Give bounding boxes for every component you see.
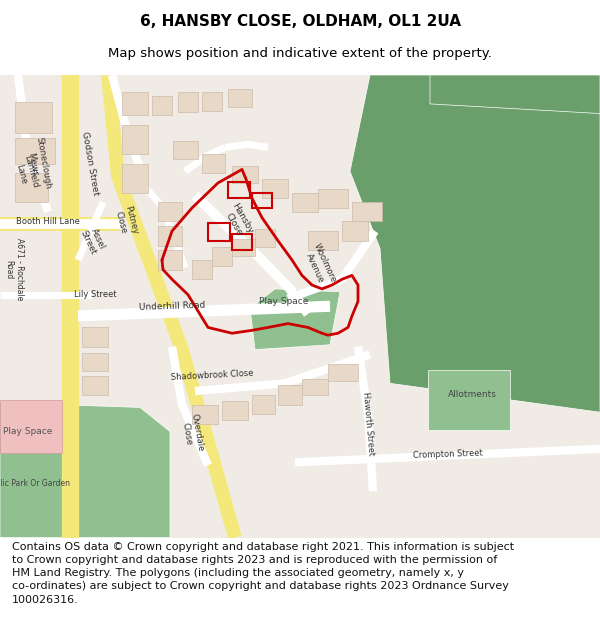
Polygon shape bbox=[212, 246, 232, 266]
Text: Allotments: Allotments bbox=[448, 391, 496, 399]
Polygon shape bbox=[82, 352, 108, 371]
Polygon shape bbox=[202, 154, 225, 173]
Polygon shape bbox=[15, 173, 48, 203]
Text: Shadowbrook Close: Shadowbrook Close bbox=[170, 369, 253, 382]
Polygon shape bbox=[302, 379, 328, 395]
Polygon shape bbox=[158, 226, 182, 246]
Polygon shape bbox=[255, 229, 275, 246]
Polygon shape bbox=[0, 402, 170, 538]
Polygon shape bbox=[202, 92, 222, 111]
Polygon shape bbox=[328, 364, 358, 381]
Text: Woolmore
Avenue: Woolmore Avenue bbox=[302, 242, 338, 289]
Polygon shape bbox=[250, 289, 340, 349]
Polygon shape bbox=[228, 89, 252, 107]
Polygon shape bbox=[308, 231, 338, 251]
Polygon shape bbox=[158, 251, 182, 269]
Text: Booth Hill Lane: Booth Hill Lane bbox=[16, 217, 80, 226]
Polygon shape bbox=[430, 75, 600, 114]
Polygon shape bbox=[252, 395, 275, 414]
Text: Godson Street: Godson Street bbox=[80, 131, 100, 196]
Polygon shape bbox=[292, 192, 318, 212]
Bar bbox=[428, 370, 510, 429]
Text: Contains OS data © Crown copyright and database right 2021. This information is : Contains OS data © Crown copyright and d… bbox=[12, 542, 514, 604]
Polygon shape bbox=[82, 376, 108, 395]
Bar bbox=[208, 223, 230, 241]
Polygon shape bbox=[352, 202, 382, 221]
Text: Lily Street: Lily Street bbox=[74, 290, 116, 299]
Polygon shape bbox=[318, 189, 348, 208]
Text: Underhill Road: Underhill Road bbox=[139, 301, 205, 312]
Polygon shape bbox=[350, 75, 600, 412]
Text: Map shows position and indicative extent of the property.: Map shows position and indicative extent… bbox=[108, 48, 492, 61]
Polygon shape bbox=[232, 166, 258, 183]
Text: Hansby
Close: Hansby Close bbox=[221, 202, 255, 241]
Polygon shape bbox=[122, 92, 148, 116]
Polygon shape bbox=[278, 385, 302, 404]
Polygon shape bbox=[82, 328, 108, 347]
Bar bbox=[62, 75, 78, 538]
Polygon shape bbox=[192, 404, 218, 424]
Bar bbox=[232, 234, 252, 251]
Polygon shape bbox=[173, 141, 198, 159]
Polygon shape bbox=[178, 92, 198, 112]
Text: Stoneclough
Mews: Stoneclough Mews bbox=[24, 136, 52, 191]
Polygon shape bbox=[232, 239, 255, 256]
Polygon shape bbox=[158, 202, 182, 221]
Polygon shape bbox=[192, 260, 212, 279]
Text: Crompton Street: Crompton Street bbox=[413, 449, 483, 461]
Text: Lanfield
Lane: Lanfield Lane bbox=[12, 154, 40, 192]
Polygon shape bbox=[342, 221, 368, 241]
Bar bbox=[0, 400, 62, 452]
Polygon shape bbox=[15, 138, 55, 164]
Polygon shape bbox=[15, 102, 52, 132]
Polygon shape bbox=[152, 96, 172, 116]
Text: Play Space: Play Space bbox=[259, 297, 308, 306]
Text: 6, HANSBY CLOSE, OLDHAM, OL1 2UA: 6, HANSBY CLOSE, OLDHAM, OL1 2UA bbox=[139, 14, 461, 29]
Polygon shape bbox=[122, 125, 148, 154]
Text: A671 - Rochdale
Road: A671 - Rochdale Road bbox=[4, 239, 24, 301]
Text: Play Space: Play Space bbox=[4, 427, 53, 436]
Polygon shape bbox=[122, 164, 148, 192]
Polygon shape bbox=[222, 401, 248, 420]
Text: Assel
Street: Assel Street bbox=[79, 225, 107, 256]
Text: Overdale
Close: Overdale Close bbox=[179, 413, 205, 454]
Bar bbox=[228, 182, 250, 198]
Text: Putney
Close: Putney Close bbox=[113, 205, 139, 238]
Bar bbox=[252, 192, 272, 208]
Text: Public Park Or Garden: Public Park Or Garden bbox=[0, 479, 70, 488]
Polygon shape bbox=[262, 179, 288, 198]
Text: Haworth Street: Haworth Street bbox=[361, 392, 375, 456]
